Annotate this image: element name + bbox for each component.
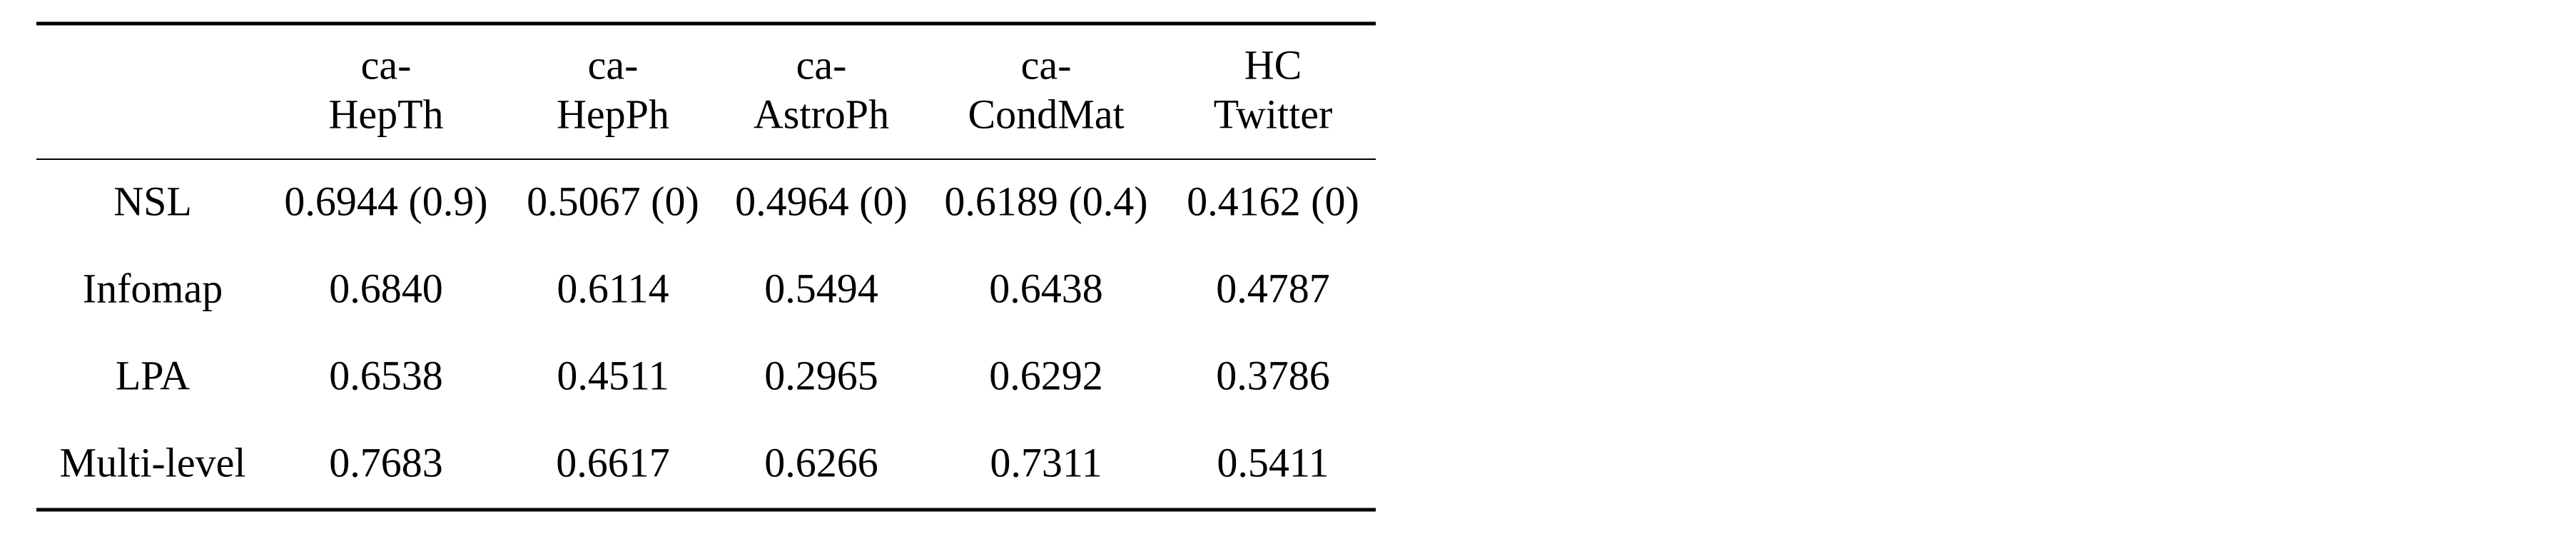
column-header: CondMat	[968, 91, 1124, 137]
cell: 0.6944 (0.9)	[284, 178, 487, 224]
cell: 0.5411	[1217, 439, 1329, 485]
column-header: ca-	[1021, 41, 1072, 88]
row-label: Multi-level	[60, 439, 246, 485]
cell: 0.6266	[764, 439, 878, 485]
cell: 0.6538	[329, 352, 443, 398]
row-label: NSL	[113, 178, 192, 224]
cell: 0.4964 (0)	[735, 178, 908, 224]
row-label: Infomap	[83, 265, 223, 311]
cell: 0.2965	[764, 352, 878, 398]
cell: 0.6840	[329, 265, 443, 311]
column-header: ca-	[361, 41, 412, 88]
cell: 0.6617	[556, 439, 670, 485]
cell: 0.6114	[557, 265, 669, 311]
column-header: HepPh	[557, 91, 669, 137]
cell: 0.6189 (0.4)	[944, 178, 1147, 224]
cell: 0.6292	[989, 352, 1103, 398]
column-header: AstroPh	[754, 91, 889, 137]
cell: 0.7683	[329, 439, 443, 485]
cell: 0.3786	[1216, 352, 1330, 398]
column-header: Twitter	[1214, 91, 1333, 137]
cell: 0.4162 (0)	[1187, 178, 1359, 224]
column-header: ca-	[588, 41, 639, 88]
column-header: ca-	[796, 41, 847, 88]
row-label: LPA	[116, 352, 190, 398]
cell: 0.4787	[1216, 265, 1330, 311]
column-header: HC	[1244, 41, 1302, 88]
column-header: HepTh	[328, 91, 443, 137]
cell: 0.6438	[989, 265, 1103, 311]
cell: 0.5494	[764, 265, 878, 311]
cell: 0.5067 (0)	[527, 178, 699, 224]
cell: 0.4511	[557, 352, 669, 398]
cell: 0.7311	[990, 439, 1102, 485]
